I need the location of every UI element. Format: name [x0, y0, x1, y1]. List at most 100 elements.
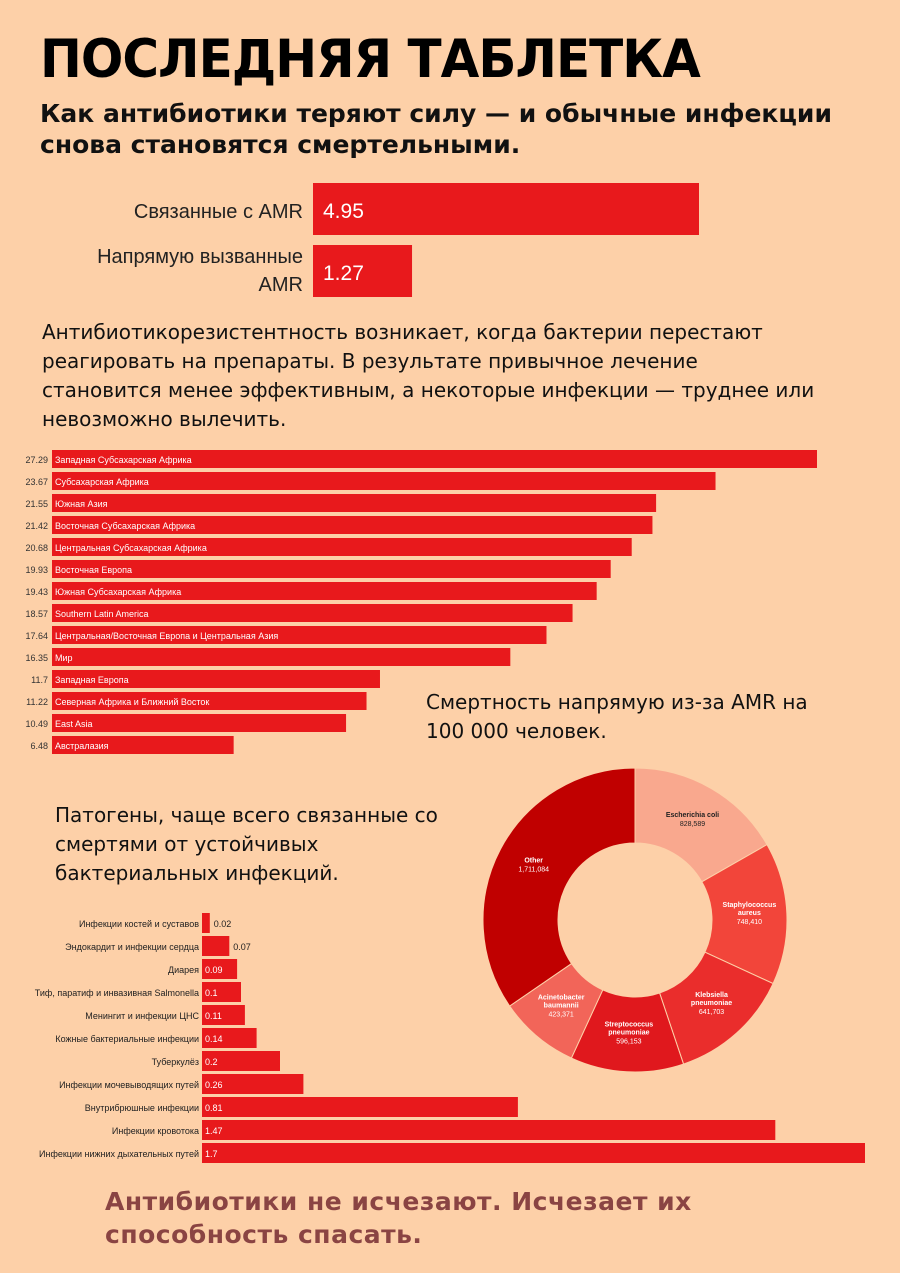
slice-label: Acinetobacter [538, 995, 585, 1002]
bar [52, 714, 347, 732]
category-label: Диарея [168, 965, 199, 975]
slice-label: pneumoniae [608, 1029, 649, 1036]
bar [52, 692, 367, 710]
bar [202, 1028, 257, 1048]
value-label: 17.64 [25, 631, 48, 641]
category-label: Мир [55, 653, 73, 663]
data-label: 4.95 [323, 200, 364, 223]
category-label: East Asia [55, 719, 93, 729]
footer-quote: Антибиотики не исчезают. Исчезает их спо… [105, 1187, 692, 1249]
category-label: Восточная Субсахарская Африка [55, 521, 195, 531]
category-label: Туберкулёз [152, 1057, 199, 1067]
category-label: Менингит и инфекции ЦНС [85, 1011, 199, 1021]
category-label: Southern Latin America [55, 609, 149, 619]
category-label: Инфекции мочевыводящих путей [59, 1080, 199, 1090]
page-title: ПОСЛЕДНЯЯ ТАБЛЕТКА [40, 28, 701, 90]
value-label: 0.2 [205, 1057, 218, 1067]
category-label: Субсахарская Африка [55, 477, 149, 487]
value-label: 11.7 [31, 675, 48, 685]
value-label: 0.1 [205, 988, 218, 998]
value-label: 0.26 [205, 1080, 223, 1090]
bar [52, 582, 597, 600]
category-label: Напрямую вызванные [97, 246, 303, 268]
slice-label: Klebsiella [695, 992, 728, 999]
bar [202, 913, 210, 933]
slice-value: 596,153 [616, 1038, 641, 1045]
category-label: Центральная Субсахарская Африка [55, 543, 207, 553]
category-label: Внутрибрюшные инфекции [85, 1103, 199, 1113]
bar [202, 1005, 245, 1025]
bar [202, 936, 230, 956]
category-label: Центральная/Восточная Европа и Центральн… [55, 631, 278, 641]
value-label: 11.22 [26, 697, 48, 707]
pathogens-caption: Патогены, чаще всего связанные со смертя… [55, 803, 438, 885]
bar [52, 472, 716, 490]
amr-deaths-bar-chart: 4.95 Связанные с AMR 1.27 Напрямую вызванны… [97, 183, 699, 297]
bar [52, 450, 817, 468]
value-label: 27.29 [25, 455, 48, 465]
slice-value: 828,589 [680, 821, 705, 828]
slice-label: Escherichia coli [666, 812, 719, 819]
category-label: Инфекции нижних дыхательных путей [39, 1149, 199, 1159]
slice-label: aureus [738, 910, 761, 917]
value-label: 0.09 [205, 965, 223, 975]
category-label: Эндокардит и инфекции сердца [65, 942, 199, 952]
value-label: 16.35 [25, 653, 48, 663]
value-label: 18.57 [25, 609, 48, 619]
value-label: 0.02 [214, 919, 232, 929]
value-label: 19.93 [25, 565, 48, 575]
pathogen-donut-chart: Escherichia coli 828,589 Staphylococcusaur… [482, 767, 788, 1073]
category-label: Восточная Европа [55, 565, 132, 575]
bar [202, 1120, 776, 1140]
bar [52, 516, 653, 534]
value-label: 1.7 [205, 1149, 218, 1159]
bar [202, 1074, 304, 1094]
category-label: Тиф, паратиф и инвазивная Salmonella [35, 988, 199, 998]
bar [52, 604, 573, 622]
category-label: Инфекции кровотока [112, 1126, 199, 1136]
bar [52, 626, 547, 644]
slice-label: pneumoniae [691, 1000, 732, 1007]
region-mortality-bar-chart: 27.29 Западная Субсахарская Африка 23.67 Су… [25, 450, 817, 754]
slice-label: Staphylococcus [723, 902, 777, 909]
category-label: Западная Европа [55, 675, 129, 685]
bar [52, 648, 511, 666]
slice-value: 641,703 [699, 1009, 724, 1016]
category-label: Южная Азия [55, 499, 108, 509]
value-label: 0.81 [205, 1103, 223, 1113]
bar [202, 1097, 518, 1117]
category-label: AMR [259, 274, 303, 296]
slice-label: baumannii [544, 1003, 579, 1010]
slice-value: 423,371 [549, 1012, 574, 1019]
category-label: Южная Субсахарская Африка [55, 587, 181, 597]
value-label: 0.14 [205, 1034, 223, 1044]
value-label: 6.48 [30, 741, 48, 751]
syndrome-bar-chart: Инфекции костей и суставов 0.02 Эндокардит… [35, 913, 865, 1163]
value-label: 0.07 [233, 942, 251, 952]
bar [313, 183, 699, 235]
bar [202, 982, 241, 1002]
value-label: 21.55 [25, 499, 48, 509]
category-label: Кожные бактериальные инфекции [55, 1034, 199, 1044]
value-label: 23.67 [25, 477, 48, 487]
donut-slice [482, 767, 636, 1007]
bar [202, 959, 238, 979]
slice-label: Streptococcus [605, 1021, 654, 1028]
bar [313, 245, 413, 297]
category-label: Северная Африка и Ближний Восток [55, 697, 209, 707]
category-label: Австралазия [55, 741, 109, 751]
value-label: 21.42 [25, 521, 48, 531]
category-label: Связанные с AMR [134, 201, 303, 223]
slice-value: 1,711,084 [518, 867, 549, 874]
data-label: 1.27 [323, 262, 364, 285]
slice-value: 748,410 [737, 919, 762, 926]
bar [52, 560, 611, 578]
bar [202, 1143, 865, 1163]
value-label: 0.11 [205, 1011, 222, 1021]
bar [52, 494, 657, 512]
mortality-caption: Смертность напрямую из-за AMR на 100 000… [426, 690, 808, 743]
category-label: Инфекции костей и суставов [79, 919, 199, 929]
value-label: 20.68 [25, 543, 48, 553]
bar [52, 736, 234, 754]
slice-label: Other [524, 858, 543, 865]
